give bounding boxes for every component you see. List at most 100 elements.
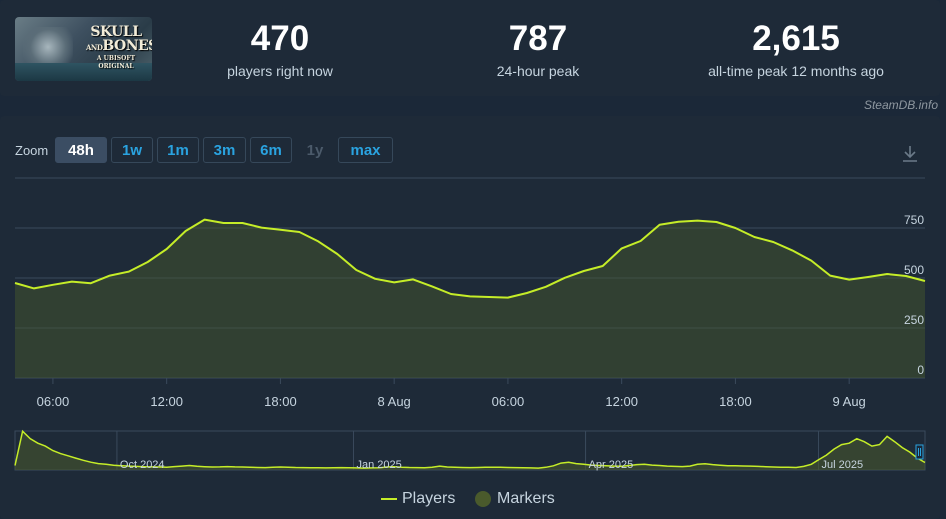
zoom-button-1m[interactable]: 1m (157, 137, 199, 163)
y-tick-label: 250 (904, 313, 924, 327)
data-point[interactable] (239, 219, 247, 227)
data-point[interactable] (409, 275, 417, 283)
data-point[interactable] (731, 224, 739, 232)
x-tick-label: 06:00 (492, 394, 525, 409)
logo-line1: SKULL (90, 24, 142, 40)
data-point[interactable] (390, 278, 398, 286)
zoom-button-6m[interactable]: 6m (250, 137, 292, 163)
data-point[interactable] (750, 233, 758, 241)
data-point[interactable] (87, 279, 95, 287)
x-tick-label: 18:00 (719, 394, 752, 409)
data-point[interactable] (637, 237, 645, 245)
data-point[interactable] (11, 279, 19, 287)
navigator-tick-label: Jul 2025 (822, 459, 864, 471)
data-point[interactable] (220, 219, 228, 227)
data-point[interactable] (523, 289, 531, 297)
data-point[interactable] (618, 244, 626, 252)
zoom-button-48h[interactable]: 48h (55, 137, 107, 163)
data-point[interactable] (883, 270, 891, 278)
data-point[interactable] (257, 224, 265, 232)
zoom-button-1w[interactable]: 1w (111, 137, 153, 163)
data-point[interactable] (163, 245, 171, 253)
download-icon[interactable] (900, 144, 920, 164)
data-point[interactable] (864, 273, 872, 281)
zoom-button-1y: 1y (306, 141, 324, 159)
data-point[interactable] (788, 246, 796, 254)
data-point[interactable] (712, 218, 720, 226)
stat-value: 470 (250, 19, 310, 58)
data-point[interactable] (295, 228, 303, 236)
data-point[interactable] (485, 293, 493, 301)
x-tick-label: 8 Aug (378, 394, 411, 409)
players-area-fill (15, 219, 925, 378)
data-point[interactable] (106, 272, 114, 280)
legend-dot-marker (475, 491, 491, 507)
data-point[interactable] (125, 268, 133, 276)
stat-label: all-time peak 12 months ago (708, 63, 884, 79)
legend-item-markers[interactable]: Markers (475, 490, 555, 508)
data-point[interactable] (599, 262, 607, 270)
zoom-button-3m[interactable]: 3m (203, 137, 246, 163)
handle-grip-icon (918, 448, 921, 456)
stat-24h-peak: 787 24-hour peak (463, 20, 613, 80)
y-tick-label: 500 (904, 263, 924, 277)
data-point[interactable] (30, 284, 38, 292)
stat-label: players right now (227, 63, 333, 79)
game-banner-image[interactable]: SKULL ANDBONES A UBISOFT ORIGINAL (15, 17, 152, 81)
legend-item-players[interactable]: Players (381, 490, 455, 508)
stats-panel (0, 0, 940, 96)
data-point[interactable] (352, 266, 360, 274)
data-point[interactable] (504, 294, 512, 302)
stat-all-time-peak: 2,615 all-time peak 12 months ago (676, 20, 916, 80)
legend-label: Markers (497, 490, 555, 507)
stat-value: 2,615 (752, 19, 840, 58)
y-tick-label: 0 (917, 363, 924, 377)
data-point[interactable] (371, 275, 379, 283)
data-point[interactable] (656, 221, 664, 229)
data-point[interactable] (561, 274, 569, 282)
data-point[interactable] (144, 258, 152, 266)
logo-sub: A UBISOFT ORIGINAL (96, 55, 136, 70)
legend-line-marker (381, 498, 397, 500)
data-point[interactable] (182, 227, 190, 235)
data-point[interactable] (314, 237, 322, 245)
data-point[interactable] (807, 257, 815, 265)
stat-players-now: 470 players right now (205, 20, 355, 80)
data-point[interactable] (333, 250, 341, 258)
x-tick-label: 9 Aug (833, 394, 866, 409)
data-point[interactable] (466, 292, 474, 300)
navigator-series-line (14, 429, 926, 469)
data-point[interactable] (921, 277, 929, 285)
sea-illustration (15, 63, 152, 81)
steamdb-brand[interactable]: SteamDB.info (863, 98, 938, 112)
data-point[interactable] (428, 282, 436, 290)
chart-legend: Players Markers (0, 490, 946, 510)
data-point[interactable] (68, 278, 76, 286)
x-tick-label: 18:00 (264, 394, 297, 409)
data-point[interactable] (694, 217, 702, 225)
x-tick-label: 12:00 (605, 394, 638, 409)
data-point[interactable] (447, 290, 455, 298)
game-logo: SKULL ANDBONES A UBISOFT ORIGINAL (86, 24, 152, 71)
players-series-line[interactable] (14, 218, 926, 299)
navigator-range-handle[interactable] (915, 444, 924, 460)
data-point[interactable] (49, 281, 57, 289)
navigator-tick-label: Oct 2024 (120, 459, 165, 471)
navigator-background[interactable] (14, 430, 926, 471)
x-tick-label: 12:00 (150, 394, 183, 409)
data-point[interactable] (769, 238, 777, 246)
data-point[interactable] (276, 226, 284, 234)
zoom-label: Zoom (15, 143, 49, 158)
data-point[interactable] (542, 283, 550, 291)
logo-line2: BONES (102, 38, 152, 54)
y-tick-label: 750 (904, 213, 924, 227)
data-point[interactable] (580, 267, 588, 275)
data-point[interactable] (675, 218, 683, 226)
zoom-button-max[interactable]: max (338, 137, 393, 163)
navigator-area-fill (15, 431, 925, 470)
data-point[interactable] (201, 216, 209, 224)
stat-label: 24-hour peak (496, 63, 580, 79)
data-point[interactable] (845, 276, 853, 284)
data-point[interactable] (826, 272, 834, 280)
